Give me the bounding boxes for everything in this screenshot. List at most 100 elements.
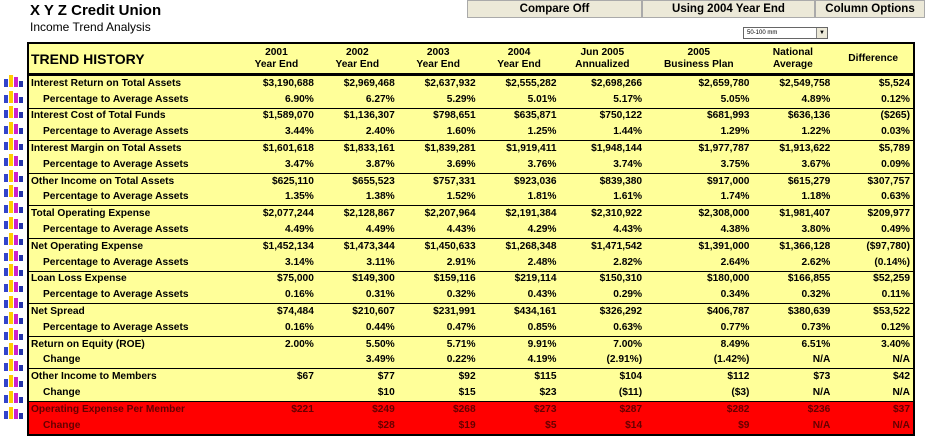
cell-value: $2,637,932 — [424, 77, 476, 89]
row-label: Percentage to Average Assets — [43, 289, 189, 301]
cell-value: 2.62% — [801, 256, 831, 268]
cell-value: $75,000 — [236, 270, 317, 288]
cell-value: $273 — [478, 400, 560, 418]
cell-value: 2.00% — [236, 335, 317, 353]
bar-chart-icon[interactable] — [3, 247, 23, 263]
table-row: Change 3.49% 0.22% 4.19% (2.91%) (1.42%) N/A N/… — [28, 353, 914, 369]
bar-chart-icon[interactable] — [3, 263, 23, 279]
bar-chart-icon[interactable] — [3, 152, 23, 168]
bar-chart-icon[interactable] — [3, 389, 23, 405]
column-header-line1: National — [772, 46, 813, 58]
bar-chart-icon[interactable] — [3, 136, 23, 152]
cell-value: ($3) — [731, 387, 750, 399]
cell-value: 3.49% — [365, 354, 395, 366]
cell-value: 0.49% — [881, 224, 910, 236]
size-select[interactable]: 50-100 mm ▼ — [743, 27, 828, 39]
cell-value: 0.63% — [613, 321, 643, 333]
cell-value — [236, 417, 317, 435]
bar-chart-icon[interactable] — [3, 278, 23, 294]
cell-value: $635,871 — [478, 107, 560, 125]
cell-value: (1.42%) — [713, 354, 750, 366]
cell-value: $1,601,618 — [236, 140, 317, 157]
cell-value: 4.43% — [446, 224, 476, 236]
cell-value: ($265) — [833, 107, 914, 125]
cell-value: $406,787 — [645, 303, 753, 320]
cell-value: 3.75% — [720, 158, 750, 170]
cell-value: 0.32% — [446, 289, 476, 301]
cell-value: $9 — [645, 417, 753, 435]
column-options-button[interactable]: Column Options — [815, 0, 925, 18]
cell-value: 0.16% — [284, 321, 314, 333]
cell-value: 3.47% — [284, 158, 314, 170]
column-header-line1: 2004 — [507, 46, 531, 58]
cell-value: $42 — [833, 368, 914, 386]
bar-chart-icon[interactable] — [3, 326, 23, 342]
cell-value: $615,279 — [752, 172, 834, 190]
cell-value: $52,259 — [833, 270, 914, 288]
chevron-down-icon: ▼ — [816, 28, 827, 38]
bar-chart-icon[interactable] — [3, 215, 23, 231]
column-header-line1: Jun 2005 — [580, 46, 625, 58]
row-label: Change — [43, 354, 81, 366]
cell-value: $209,977 — [833, 205, 914, 223]
bar-chart-icon[interactable] — [3, 342, 23, 358]
bar-chart-icon[interactable] — [3, 357, 23, 373]
cell-value: 5.01% — [527, 93, 557, 105]
bar-chart-icon[interactable] — [3, 373, 23, 389]
table-row: Percentage to Average Assets 0.16% 0.31% 0.… — [28, 287, 914, 303]
cell-value: $10 — [377, 387, 395, 399]
table-row: Net Spread $74,484 $210,607 $231,991 $434,16… — [28, 303, 914, 320]
table-row: Percentage to Average Assets 6.90% 6.27% 5.… — [28, 92, 914, 108]
bar-chart-icon[interactable] — [3, 168, 23, 184]
row-label: Net Spread — [28, 303, 236, 320]
row-label: Percentage to Average Assets — [43, 158, 189, 170]
cell-value: $77 — [316, 368, 398, 386]
cell-value: 1.29% — [720, 126, 750, 138]
cell-value: $750,122 — [559, 107, 646, 125]
bar-chart-icon[interactable] — [3, 199, 23, 215]
cell-value: $19 — [397, 417, 479, 435]
cell-value: $5 — [478, 417, 560, 435]
year-end-button[interactable]: Using 2004 Year End — [642, 0, 815, 18]
cell-value: 0.12% — [881, 321, 910, 333]
bar-chart-icon[interactable] — [3, 105, 23, 121]
cell-value: 1.60% — [446, 126, 476, 138]
cell-value: 6.90% — [284, 93, 314, 105]
table-row: Percentage to Average Assets 1.35% 1.38% 1.… — [28, 190, 914, 206]
cell-value: $5,789 — [833, 140, 914, 157]
cell-value: 3.87% — [365, 158, 395, 170]
row-label: Percentage to Average Assets — [43, 224, 189, 236]
column-header: National Average — [752, 43, 834, 76]
bar-chart-icon[interactable] — [3, 294, 23, 310]
column-header: 2002 Year End — [316, 43, 398, 76]
column-header: Difference — [833, 43, 914, 76]
cell-value: $3,190,688 — [262, 77, 314, 89]
cell-value: $2,698,266 — [591, 77, 643, 89]
cell-value: 1.52% — [446, 191, 476, 203]
bar-chart-icon[interactable] — [3, 231, 23, 247]
cell-value: $681,993 — [645, 107, 753, 125]
bar-chart-icon[interactable] — [3, 310, 23, 326]
cell-value: $1,450,633 — [397, 237, 479, 255]
column-header-line2: Year End — [416, 58, 460, 70]
compare-off-button[interactable]: Compare Off — [467, 0, 642, 18]
cell-value: 0.09% — [881, 158, 910, 170]
cell-value: $1,913,622 — [752, 140, 834, 157]
bar-chart-icon[interactable] — [3, 89, 23, 105]
bar-chart-icon[interactable] — [3, 405, 23, 421]
bar-chart-icon[interactable] — [3, 184, 23, 200]
cell-value: $1,981,407 — [752, 205, 834, 223]
cell-value: $53,522 — [833, 303, 914, 320]
cell-value: 4.89% — [801, 93, 831, 105]
cell-value: 0.22% — [446, 354, 476, 366]
bar-chart-icon[interactable] — [3, 120, 23, 136]
cell-value: $5,524 — [878, 77, 910, 89]
page-subtitle: Income Trend Analysis — [30, 20, 151, 34]
cell-value: 4.49% — [284, 224, 314, 236]
cell-value: 1.22% — [801, 126, 831, 138]
cell-value: $249 — [316, 400, 398, 418]
cell-value: 0.16% — [284, 289, 314, 301]
bar-chart-icon[interactable] — [3, 73, 23, 89]
column-header-line2: Year End — [497, 58, 541, 70]
cell-value: $434,161 — [478, 303, 560, 320]
